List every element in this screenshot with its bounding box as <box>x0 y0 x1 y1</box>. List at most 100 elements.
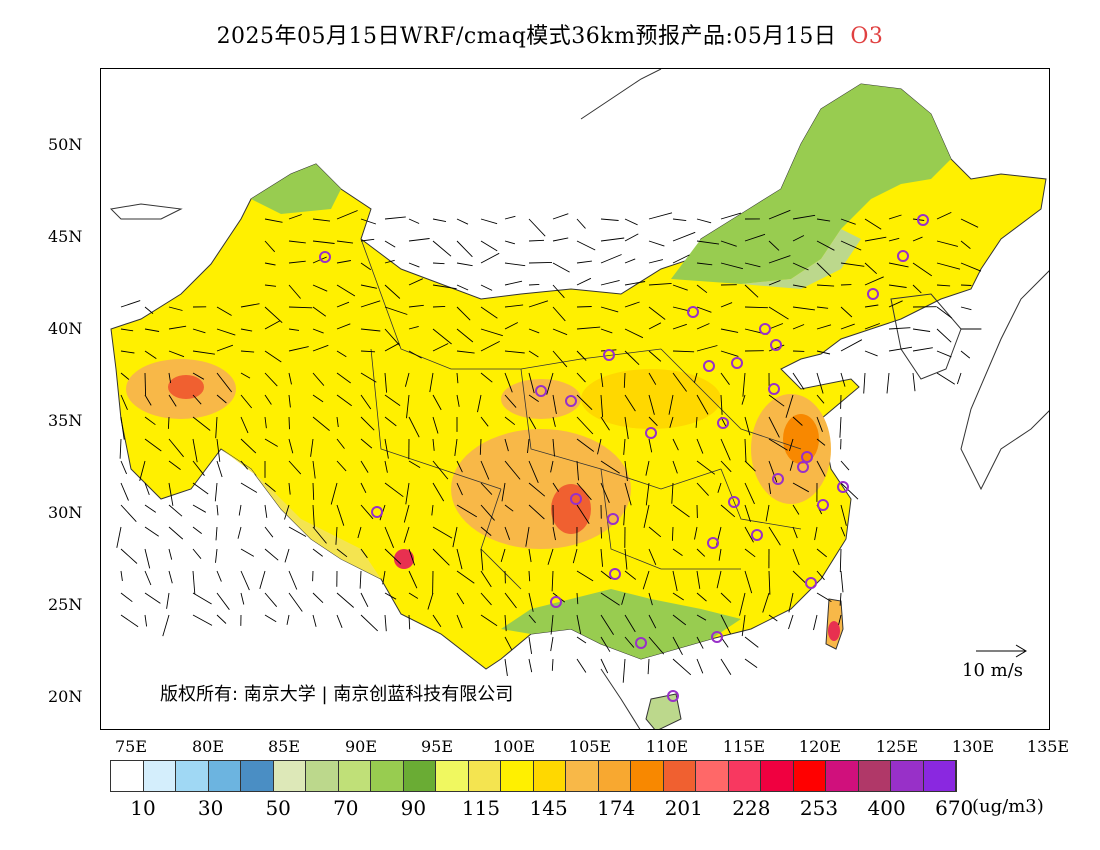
wind-arrow <box>768 526 781 546</box>
wind-arrow <box>192 328 206 334</box>
wind-arrow <box>672 306 691 312</box>
wind-arrow <box>720 302 733 308</box>
wind-arrow <box>288 214 302 220</box>
wind-arrow <box>816 372 824 394</box>
lat-label-35: 35N <box>48 411 83 430</box>
wind-arrow <box>672 323 687 330</box>
wind-arrow <box>264 416 267 429</box>
wind-arrow <box>264 284 277 287</box>
wind-arrow <box>624 233 639 242</box>
wind-arrow <box>504 240 516 245</box>
legend-swatch <box>208 761 241 791</box>
wind-arrow <box>576 277 592 286</box>
wind-arrow <box>360 328 381 332</box>
wind-arrow <box>480 240 498 252</box>
wind-arrow <box>792 284 807 288</box>
wind-arrow <box>648 394 655 415</box>
wind-arrow <box>288 394 291 408</box>
wind-arrow <box>960 218 979 228</box>
wind-arrow <box>408 350 422 359</box>
wind-arrow <box>768 279 781 286</box>
wind-arrow <box>552 284 565 299</box>
map-frame <box>100 68 1050 730</box>
wind-arrow <box>432 438 435 451</box>
wind-arrow <box>452 526 458 548</box>
wind-arrow <box>501 482 506 502</box>
wind-arrow <box>600 372 604 388</box>
wind-arrow <box>552 438 555 457</box>
wind-arrow <box>576 260 592 264</box>
wind-arrow <box>744 460 756 472</box>
wind-arrow <box>648 212 673 220</box>
wind-arrow <box>672 284 688 291</box>
legend-tick-label: 145 <box>529 796 568 820</box>
wind-arrows <box>116 209 982 683</box>
wind-arrow <box>144 592 161 604</box>
wind-arrow <box>120 460 128 475</box>
wind-arrow <box>816 570 825 581</box>
wind-arrow <box>768 416 780 438</box>
lat-label-50: 50N <box>48 135 83 154</box>
wind-arrow <box>669 416 674 428</box>
wind-arrow <box>427 592 434 610</box>
wind-arrow <box>192 570 196 594</box>
wind-arrow <box>840 504 847 526</box>
wind-arrow <box>288 372 292 385</box>
wind-arrow <box>696 636 704 649</box>
wind-arrow <box>840 339 863 352</box>
wind-arrow <box>480 614 498 627</box>
wind-arrow <box>192 394 202 405</box>
city-marker <box>371 506 383 518</box>
wind-arrow <box>840 306 853 318</box>
wind-arrow <box>792 570 808 585</box>
wind-arrow <box>168 372 172 384</box>
wind-arrow <box>960 284 972 286</box>
tibet-light-zone <box>221 449 381 579</box>
wind-arrow <box>600 416 610 431</box>
wind-arrow <box>120 416 125 440</box>
legend-swatch <box>241 761 274 791</box>
wind-arrow <box>360 218 377 225</box>
wind-arrow <box>528 548 532 563</box>
lon-label-80: 80E <box>191 737 225 756</box>
wind-arrow <box>720 504 736 518</box>
wind-arrow <box>336 372 351 384</box>
wind-arrow <box>696 460 716 475</box>
wind-arrow <box>288 460 302 475</box>
wind-arrow <box>264 394 272 405</box>
wind-arrow <box>168 482 174 506</box>
wind-arrow <box>576 416 594 435</box>
wind-arrow <box>240 350 255 353</box>
legend-swatch <box>566 761 599 791</box>
wind-arrow <box>816 350 831 355</box>
wind-arrow <box>693 372 698 383</box>
wind-arrow <box>741 614 746 637</box>
wind-arrow <box>912 262 933 277</box>
wind-arrow <box>432 482 445 502</box>
wind-arrow <box>360 460 369 473</box>
wind-arrow <box>696 658 704 674</box>
wind-arrow <box>259 570 266 590</box>
wind-arrow <box>645 482 650 506</box>
south-green-zone <box>501 589 741 659</box>
wind-arrow <box>744 438 747 463</box>
wind-arrow <box>696 240 720 245</box>
legend-swatch <box>761 761 794 791</box>
wind-arrow <box>192 614 213 626</box>
wind-arrow <box>310 438 314 457</box>
wind-arrow <box>144 438 162 452</box>
wind-arrow <box>864 350 878 357</box>
wind-arrow <box>696 394 709 415</box>
wind-arrow <box>550 460 554 473</box>
wind-arrow <box>215 526 218 541</box>
wind-arrow <box>432 548 450 566</box>
lon-label-75: 75E <box>114 737 148 756</box>
wind-arrow <box>120 482 129 501</box>
wind-arrow <box>336 323 351 330</box>
wind-arrow <box>552 262 570 273</box>
wind-arrow <box>744 548 756 558</box>
wind-arrow <box>168 394 177 407</box>
city-marker <box>728 496 740 508</box>
wind-arrow <box>696 548 706 557</box>
wind-arrow <box>839 592 842 606</box>
